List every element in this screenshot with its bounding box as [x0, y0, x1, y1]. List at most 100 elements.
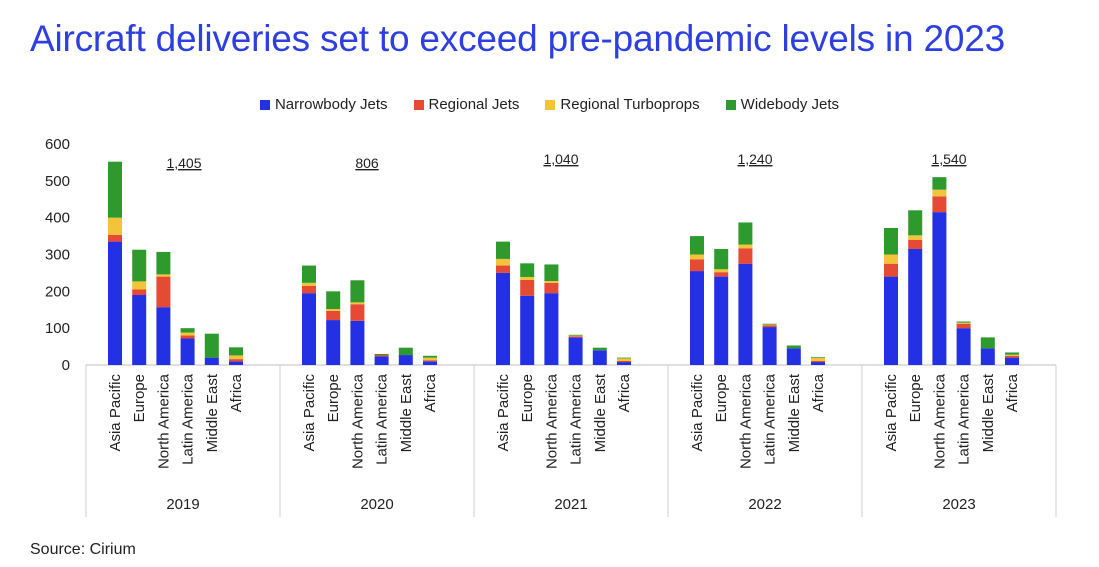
bar-segment-2021-europe-regional-turboprops [520, 276, 535, 280]
x-tick-label-asia-pacific: Asia Pacific [301, 374, 318, 452]
x-tick-label-latin-america: Latin America [180, 373, 197, 465]
bar-segment-2020-africa-regional-jets [423, 360, 437, 362]
year-label-2023: 2023 [942, 496, 975, 513]
x-tick-label-middle-east: Middle East [204, 373, 221, 452]
bar-segment-2022-north-america-regional-jets [738, 248, 753, 264]
bar-segment-2021-north-america-widebody-jets [544, 264, 559, 282]
bar-segment-2021-latin-america-widebody-jets [568, 334, 583, 336]
legend-item-regional-turboprops: Regional Turboprops [545, 96, 700, 113]
bar-segment-2023-africa-regional-turboprops [1005, 354, 1019, 356]
x-tick-label-europe: Europe [131, 374, 148, 422]
bar-segment-2019-africa-widebody-jets [229, 347, 243, 356]
bar-segment-2019-europe-regional-turboprops [132, 281, 147, 290]
x-tick-label-africa: Africa [810, 373, 827, 412]
bar-segment-2020-africa-regional-turboprops [423, 357, 437, 361]
chart-legend: Narrowbody Jets Regional Jets Regional T… [0, 96, 1099, 113]
bar-segment-2019-asia-pacific-regional-jets [108, 234, 122, 242]
bar-segment-2023-latin-america-regional-turboprops [956, 322, 971, 324]
bar-segment-2022-middle-east-widebody-jets [786, 345, 801, 349]
bar-segment-2020-north-america-narrowbody-jets [350, 320, 365, 365]
year-label-2022: 2022 [748, 496, 781, 513]
bar-segment-2022-latin-america-widebody-jets [762, 323, 777, 325]
x-tick-label-latin-america: Latin America [374, 373, 391, 465]
bar-segment-2020-latin-america-widebody-jets [374, 353, 389, 356]
bar-segment-2023-asia-pacific-widebody-jets [884, 227, 898, 255]
y-tick-label-400: 400 [45, 210, 70, 227]
bar-segment-2021-europe-regional-jets [520, 279, 535, 296]
bar-segment-2021-north-america-regional-turboprops [544, 281, 559, 283]
bar-segment-2020-europe-widebody-jets [326, 291, 341, 310]
y-tick-label-0: 0 [62, 357, 70, 374]
bar-segment-2022-europe-narrowbody-jets [714, 276, 729, 365]
x-tick-label-asia-pacific: Asia Pacific [883, 374, 900, 452]
bar-segment-2021-africa-narrowbody-jets [617, 362, 631, 365]
bar-segment-2022-latin-america-regional-turboprops [762, 324, 777, 326]
bar-segment-2021-latin-america-narrowbody-jets [568, 337, 583, 365]
x-tick-label-asia-pacific: Asia Pacific [689, 374, 706, 452]
bar-segment-2019-africa-narrowbody-jets [229, 361, 243, 365]
bar-segment-2022-latin-america-regional-jets [762, 325, 777, 328]
year-label-2021: 2021 [554, 496, 587, 513]
y-tick-label-200: 200 [45, 283, 70, 300]
x-tick-label-africa: Africa [422, 373, 439, 412]
legend-item-narrowbody: Narrowbody Jets [259, 96, 388, 113]
legend-label-widebody: Widebody Jets [740, 96, 840, 113]
x-tick-label-latin-america: Latin America [762, 373, 779, 465]
group-total-label-2020: 806 [355, 155, 379, 171]
bar-segment-2020-middle-east-narrowbody-jets [398, 355, 413, 365]
bar-segment-2021-north-america-regional-jets [544, 282, 559, 294]
bar-segment-2020-asia-pacific-regional-jets [302, 285, 316, 294]
x-tick-label-africa: Africa [228, 373, 245, 412]
group-total-label-2021: 1,040 [543, 151, 578, 167]
x-tick-label-europe: Europe [907, 374, 924, 422]
year-label-2020: 2020 [360, 496, 393, 513]
bar-segment-2020-africa-narrowbody-jets [423, 361, 437, 365]
bar-segment-2020-europe-regional-jets [326, 310, 341, 321]
bar-segment-2023-north-america-narrowbody-jets [932, 212, 947, 365]
legend-swatch-widebody [725, 99, 736, 110]
bar-segment-2023-middle-east-narrowbody-jets [980, 348, 995, 365]
x-tick-label-africa: Africa [616, 373, 633, 412]
bar-segment-2022-north-america-narrowbody-jets [738, 263, 753, 365]
bar-segment-2022-north-america-regional-turboprops [738, 244, 753, 249]
bar-segment-2023-asia-pacific-narrowbody-jets [884, 276, 898, 365]
legend-swatch-regional-turboprops [545, 99, 556, 110]
bar-segment-2019-europe-narrowbody-jets [132, 295, 147, 365]
bar-segment-2023-asia-pacific-regional-jets [884, 263, 898, 277]
legend-label-regional-turboprops: Regional Turboprops [560, 96, 700, 113]
x-tick-label-middle-east: Middle East [592, 373, 609, 452]
bar-segment-2022-africa-narrowbody-jets [811, 362, 825, 365]
bar-segment-2022-north-america-widebody-jets [738, 222, 753, 245]
bar-segment-2020-latin-america-narrowbody-jets [374, 356, 389, 365]
y-tick-label-600: 600 [45, 136, 70, 153]
bar-segment-2019-latin-america-regional-jets [180, 335, 195, 339]
x-tick-label-north-america: North America [931, 373, 948, 469]
bar-segment-2021-asia-pacific-widebody-jets [496, 241, 510, 259]
y-tick-label-500: 500 [45, 173, 70, 190]
bar-segment-2021-middle-east-narrowbody-jets [592, 350, 607, 365]
bar-segment-2022-europe-regional-jets [714, 272, 729, 277]
bar-segment-2019-middle-east-narrowbody-jets [204, 357, 219, 365]
bar-segment-2019-asia-pacific-narrowbody-jets [108, 241, 122, 365]
bar-segment-2023-asia-pacific-regional-turboprops [884, 254, 898, 264]
bar-segment-2019-north-america-narrowbody-jets [156, 307, 171, 365]
bar-segment-2020-europe-narrowbody-jets [326, 320, 341, 365]
bar-segment-2022-africa-regional-jets [811, 360, 825, 363]
bar-segment-2021-africa-widebody-jets [617, 357, 631, 359]
bar-segment-2023-africa-widebody-jets [1005, 352, 1019, 355]
x-tick-label-middle-east: Middle East [980, 373, 997, 452]
bar-segment-2023-europe-widebody-jets [908, 210, 923, 236]
bar-segment-2021-africa-regional-jets [617, 360, 631, 363]
bar-segment-2019-latin-america-widebody-jets [180, 328, 195, 333]
bar-segment-2020-north-america-widebody-jets [350, 280, 365, 303]
bar-segment-2023-europe-regional-turboprops [908, 235, 923, 240]
bar-segment-2021-europe-narrowbody-jets [520, 295, 535, 365]
bar-segment-2023-africa-narrowbody-jets [1005, 357, 1019, 365]
bar-segment-2021-north-america-narrowbody-jets [544, 293, 559, 365]
x-tick-label-north-america: North America [737, 373, 754, 469]
bar-segment-2019-africa-regional-turboprops [229, 355, 243, 360]
bar-segment-2021-middle-east-widebody-jets [592, 347, 607, 351]
x-tick-label-asia-pacific: Asia Pacific [495, 374, 512, 452]
bar-segment-2020-north-america-regional-turboprops [350, 302, 365, 305]
